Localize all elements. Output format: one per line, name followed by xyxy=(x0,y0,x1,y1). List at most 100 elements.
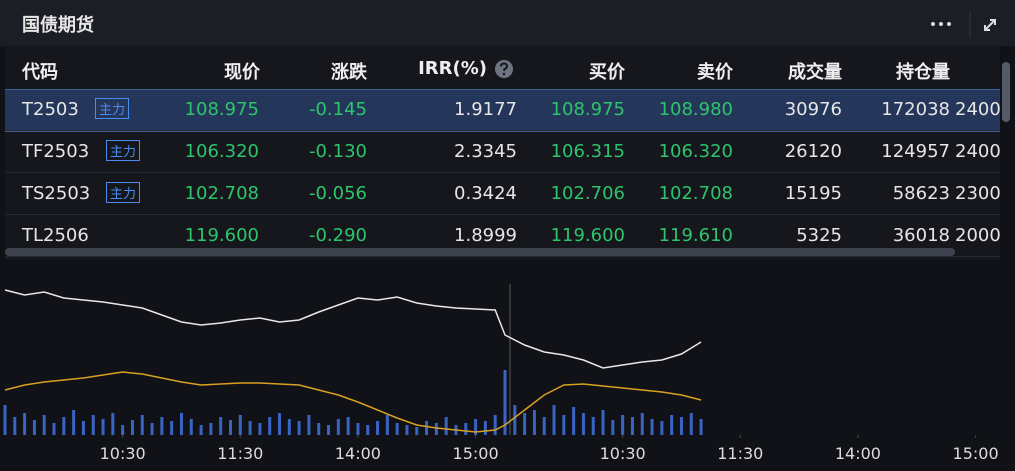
v-scrollbar[interactable] xyxy=(1002,62,1010,122)
volume-bar xyxy=(13,417,17,435)
table-cell: 119.600 xyxy=(184,225,259,246)
header-divider xyxy=(5,89,1000,90)
table-cell: 119.610 xyxy=(658,225,733,246)
table-row[interactable]: TS2503 主力 102.708 -0.056 0.3424 102.706 102.70… xyxy=(5,174,1000,215)
main-badge: 主力 xyxy=(106,140,141,161)
volume-bar xyxy=(160,417,164,435)
column-header: 成交量 xyxy=(788,62,842,83)
table-cell: 102.706 xyxy=(550,183,625,204)
table-cell: 102.708 xyxy=(658,183,733,204)
volume-bar xyxy=(228,420,232,435)
h-scrollbar[interactable] xyxy=(5,248,955,256)
x-tick-label: 14:00 xyxy=(835,444,881,463)
table-cell: 108.975 xyxy=(550,99,625,120)
volume-bar xyxy=(503,370,507,435)
main-badge: 主力 xyxy=(95,98,130,119)
volume-bar xyxy=(179,413,183,435)
main-badge: 主力 xyxy=(106,182,141,203)
header-bar: 国债期货 xyxy=(0,0,1015,46)
table-cell: -0.130 xyxy=(308,141,367,162)
table-cell: 2400 xyxy=(955,99,1000,120)
volume-bar xyxy=(532,410,536,435)
volume-bar xyxy=(91,415,95,435)
volume-bar xyxy=(591,417,595,435)
volume-bar xyxy=(72,410,76,435)
volume-bar xyxy=(130,420,134,435)
table-cell: -0.056 xyxy=(308,183,367,204)
help-icon[interactable] xyxy=(494,59,514,79)
volume-bar xyxy=(376,421,380,435)
x-tick-label: 11:30 xyxy=(717,444,763,463)
table-row[interactable]: TL2506 119.600 -0.290 1.8999 119.600 119.610 5… xyxy=(5,216,1000,257)
panel-title: 国债期货 xyxy=(22,15,94,36)
volume-bar xyxy=(346,417,350,435)
volume-bar xyxy=(385,415,389,435)
table-cell: 30976 xyxy=(784,99,842,120)
contract-code: TL2506 xyxy=(22,225,89,246)
volume-bar xyxy=(278,413,282,435)
volume-bar xyxy=(405,425,409,435)
volume-bar xyxy=(425,421,429,435)
table-cell: 108.975 xyxy=(184,99,259,120)
volume-bar xyxy=(630,417,634,435)
volume-bar xyxy=(3,405,7,435)
volume-bar xyxy=(209,423,213,435)
volume-bar xyxy=(513,405,517,435)
volume-bar xyxy=(474,419,478,435)
table-cell: 2400 xyxy=(955,141,1000,162)
table-cell: 26120 xyxy=(784,141,842,162)
column-header: 代码 xyxy=(22,62,58,83)
table-cell: 2000 xyxy=(955,225,1000,246)
contract-code: TF2503 xyxy=(22,141,90,162)
column-header: 买价 xyxy=(589,62,625,83)
contract-code: TS2503 xyxy=(22,183,91,204)
x-tick-label: 15:00 xyxy=(453,444,499,463)
volume-bar xyxy=(395,423,399,435)
table-cell: -0.145 xyxy=(308,99,367,120)
table-cell: 58623 xyxy=(892,183,950,204)
table-cell: 124957 xyxy=(881,141,950,162)
price-line xyxy=(4,289,702,369)
volume-bar xyxy=(140,415,144,435)
table-cell: 36018 xyxy=(892,225,950,246)
contract-code: T2503 xyxy=(22,99,79,120)
quote-table: 代码 现价 涨跌 IRR(%) 买价 卖价 成交量 持仓量 T2503 主力 108.975 -0.1… xyxy=(5,46,1000,260)
x-tick-label: 11:30 xyxy=(217,444,263,463)
volume-bar xyxy=(81,421,85,435)
table-row[interactable]: T2503 主力 108.975 -0.145 1.9177 108.975 108.980… xyxy=(5,89,1000,132)
volume-bar xyxy=(523,413,527,435)
table-cell: 106.320 xyxy=(658,141,733,162)
header-icons[interactable] xyxy=(925,12,1005,38)
table-cell: 1.9177 xyxy=(454,99,517,120)
volume-bar xyxy=(444,417,448,435)
volume-bar xyxy=(189,419,193,435)
table-cell: 15195 xyxy=(784,183,842,204)
volume-bar xyxy=(42,415,46,435)
volume-bar xyxy=(679,417,683,435)
volume-bar xyxy=(660,421,664,435)
volume-bar xyxy=(611,420,615,435)
volume-bar xyxy=(581,413,585,435)
average-line xyxy=(4,371,702,433)
table-cell: 119.600 xyxy=(550,225,625,246)
volume-bar xyxy=(483,421,487,435)
volume-bar xyxy=(699,419,703,435)
volume-bar xyxy=(689,413,693,435)
volume-bar xyxy=(542,417,546,435)
table-cell: 1.8999 xyxy=(454,225,517,246)
table-row[interactable]: TF2503 主力 106.320 -0.130 2.3345 106.315 106.32… xyxy=(5,132,1000,173)
volume-bar xyxy=(601,410,605,435)
volume-bar xyxy=(366,425,370,435)
volume-bar xyxy=(62,417,66,435)
table-cell: 106.320 xyxy=(184,141,259,162)
volume-bar xyxy=(552,405,556,435)
table-cell: 5325 xyxy=(796,225,842,246)
table-cell: 102.708 xyxy=(184,183,259,204)
volume-bar xyxy=(327,425,331,435)
volume-bar xyxy=(170,421,174,435)
volume-bar xyxy=(287,419,291,435)
volume-bar xyxy=(32,420,36,435)
volume-bar xyxy=(23,413,27,435)
volume-bar xyxy=(650,419,654,435)
